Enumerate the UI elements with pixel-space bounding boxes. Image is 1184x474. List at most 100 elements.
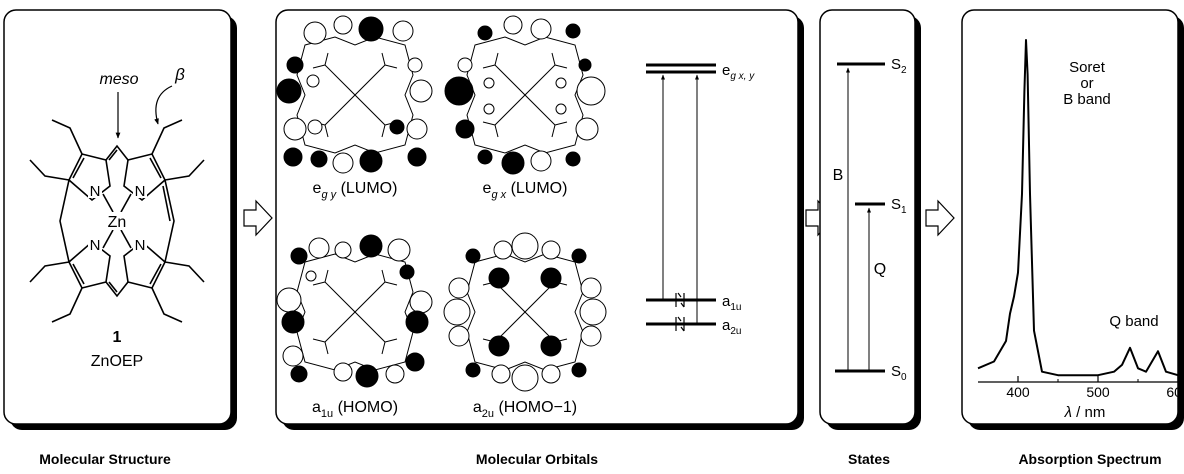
- svg-text:eg x (LUMO): eg x (LUMO): [483, 180, 568, 201]
- structure-panel: N N N N Zn meso β 1 ZnOEP: [3, 9, 237, 430]
- x-tick-label: 400: [1006, 384, 1030, 400]
- state-label-s1: S1: [891, 196, 907, 216]
- transition-b-label: B: [833, 167, 844, 184]
- zn-atom-label: Zn: [108, 214, 127, 231]
- soret-label-line1: Soret: [1069, 59, 1106, 76]
- orbital-label-egx: eg x (LUMO): [483, 180, 568, 201]
- level-label-a2u: a2u: [722, 317, 741, 337]
- orbital-lobe-open: [576, 76, 606, 106]
- orbital-lobe-filled: [501, 151, 525, 175]
- orbital-lobe-filled: [540, 267, 562, 289]
- orbital-lobe-filled: [405, 310, 429, 334]
- n-atom-label: N: [90, 237, 101, 254]
- orbital-lobe-open: [555, 103, 567, 115]
- meso-label: meso: [99, 71, 138, 88]
- orbital-lobe-filled: [465, 248, 481, 264]
- orbital-lobe-open: [334, 241, 352, 259]
- orbital-lobe-open: [306, 74, 320, 88]
- states-panel: B Q S2 S1 S0: [819, 9, 921, 430]
- orbital-lobe-open: [530, 18, 552, 40]
- orbital-lobe-open: [493, 240, 513, 260]
- orbital-lobe-open: [303, 21, 327, 45]
- level-label-egxy: eg x, y: [722, 62, 755, 82]
- orbital-lobe-open: [448, 277, 470, 299]
- orbital-lobe-open: [308, 237, 330, 259]
- orbital-lobe-open: [333, 15, 353, 35]
- orbital-lobe-open: [457, 57, 473, 73]
- orbital-lobe-open: [407, 57, 423, 73]
- state-label-s0: S0: [891, 363, 907, 383]
- x-tick-label: 600: [1166, 384, 1184, 400]
- compound-name: ZnOEP: [91, 353, 143, 370]
- orbital-ring-skeleton: [466, 253, 584, 371]
- orbital-lobe-filled: [455, 119, 475, 139]
- orbital-lobe-open: [409, 79, 433, 103]
- orbital-bond: [312, 52, 329, 69]
- n-atom-label: N: [135, 183, 146, 200]
- orbital-lobe-open: [282, 345, 304, 367]
- orbital-diagram: [443, 232, 607, 392]
- orbital-lobe-open: [332, 152, 354, 174]
- orbital-lobe-filled: [290, 247, 308, 265]
- spectrum-panel-frame: [961, 9, 1179, 425]
- orbital-label-egy: eg y (LUMO): [313, 180, 398, 201]
- orbital-diagram: [276, 234, 433, 388]
- orbital-bond: [482, 52, 499, 69]
- svg-text:a2u (HOMO−1): a2u (HOMO−1): [473, 399, 577, 420]
- electron-spin-up-icon: [675, 316, 682, 331]
- orbital-lobe-open: [385, 364, 405, 384]
- svg-text:eg y (LUMO): eg y (LUMO): [313, 180, 398, 201]
- orbital-lobe-open: [541, 240, 561, 260]
- orbital-lobe-open: [580, 277, 602, 299]
- orbital-lobe-filled: [477, 149, 493, 165]
- states-panel-frame: [819, 9, 916, 425]
- orbital-label-a1u: a1u (HOMO): [312, 399, 398, 420]
- orbital-lobe-filled: [359, 234, 383, 258]
- svg-text:a1u (HOMO): a1u (HOMO): [312, 399, 398, 420]
- spectrum-plot: 400 500 600: [977, 39, 1184, 400]
- orbital-lobe-open: [406, 118, 428, 140]
- orbital-lobe-open: [409, 290, 433, 314]
- spectrum-caption: Absorption Spectrum: [1018, 451, 1161, 467]
- flow-arrow: [243, 199, 273, 237]
- orbital-lobe-open: [283, 117, 307, 141]
- orbital-bond: [381, 52, 398, 69]
- orbital-lobe-filled: [355, 364, 379, 388]
- orbital-lobe-open: [575, 117, 599, 141]
- orbital-bond: [324, 64, 386, 126]
- orbital-lobe-open: [392, 20, 414, 42]
- orbitals-caption: Molecular Orbitals: [476, 451, 598, 467]
- orbital-lobe-filled: [488, 267, 510, 289]
- soret-label-line3: B band: [1063, 91, 1111, 108]
- orbital-lobe-open: [491, 364, 511, 384]
- orbital-lobe-filled: [281, 310, 305, 334]
- orbital-lobe-filled: [477, 25, 493, 41]
- orbital-lobe-filled: [488, 335, 510, 357]
- flow-arrow: [925, 199, 955, 237]
- orbital-lobe-filled: [283, 147, 303, 167]
- mo-energy-levels: [646, 63, 716, 332]
- orbital-lobe-filled: [399, 264, 415, 280]
- orbital-lobe-filled: [540, 335, 562, 357]
- orbital-lobe-open: [305, 270, 317, 282]
- electron-spin-up-icon: [675, 292, 682, 307]
- orbital-lobe-filled: [276, 78, 302, 104]
- orbital-bond: [494, 64, 556, 126]
- orbital-lobe-open: [580, 325, 602, 347]
- orbital-bond: [381, 338, 398, 355]
- x-tick-label: 500: [1086, 384, 1110, 400]
- states-caption: States: [848, 451, 890, 467]
- level-label-a1u: a1u: [722, 293, 741, 313]
- orbital-lobe-open: [511, 232, 539, 260]
- orbital-lobe-filled: [578, 58, 592, 72]
- x-axis-label: λ / nm: [1064, 404, 1106, 421]
- orbital-lobe-open: [387, 238, 411, 262]
- orbital-diagrams: [276, 15, 607, 392]
- orbital-lobe-open: [483, 77, 495, 89]
- orbital-lobe-filled: [310, 150, 328, 168]
- orbital-bond: [482, 121, 499, 138]
- n-atom-label: N: [135, 237, 146, 254]
- orbital-lobe-open: [307, 119, 323, 135]
- q-band-label: Q band: [1109, 313, 1158, 330]
- orbital-diagram: [276, 15, 433, 174]
